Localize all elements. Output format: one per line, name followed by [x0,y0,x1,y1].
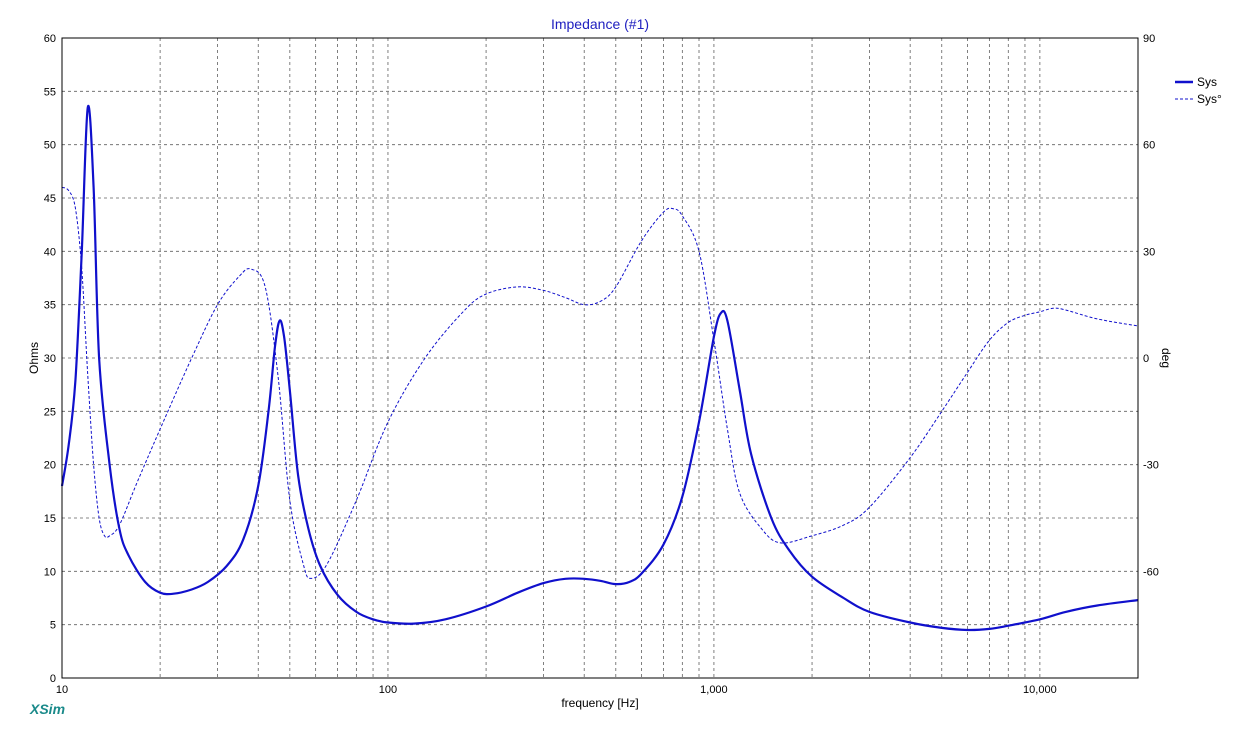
chart-title: Impedance (#1) [551,16,649,32]
x-axis-label: frequency [Hz] [561,696,638,710]
y-left-axis-label: Ohms [27,342,41,374]
y-left-tick-label: 55 [44,86,56,98]
y-left-tick-label: 15 [44,513,56,525]
y-left-tick-label: 20 [44,460,56,472]
y-right-tick-label: 0 [1143,353,1149,365]
y-left-tick-label: 35 [44,300,56,312]
tick-labels: 0 5 10 15 20 25 30 35 40 45 50 55 60 90 60 30 0 -30 -60 10 1… [44,33,1159,696]
y-right-tick-label: 90 [1143,33,1155,45]
legend-label-sys-phase: Sys° [1197,92,1222,106]
grid-lines [62,38,1138,678]
y-left-tick-label: 5 [50,620,56,632]
x-tick-label: 1,000 [700,684,728,696]
series-line-sys-impedance [60,104,1139,632]
y-left-tick-label: 25 [44,406,56,418]
legend: Sys Sys° [1175,75,1222,106]
y-left-tick-label: 0 [50,673,56,685]
plot-frame [61,37,1139,679]
xsim-logo: XSim [29,701,65,717]
y-left-tick-label: 40 [44,246,56,258]
curves [60,104,1139,632]
x-tick-label: 10 [56,684,68,696]
legend-label-sys: Sys [1197,75,1217,89]
y-left-tick-label: 45 [44,193,56,205]
y-left-tick-label: 10 [44,566,56,578]
y-right-tick-label: 30 [1143,246,1155,258]
y-left-tick-label: 30 [44,353,56,365]
y-right-tick-label: -60 [1143,566,1159,578]
y-right-tick-label: 60 [1143,140,1155,152]
y-left-tick-label: 60 [44,33,56,45]
x-tick-label: 10,000 [1023,684,1057,696]
y-left-tick-label: 50 [44,140,56,152]
x-tick-label: 100 [379,684,397,696]
y-right-axis-label: deg [1159,348,1173,368]
y-right-tick-label: -30 [1143,460,1159,472]
series-line-sys-phase [61,186,1139,579]
